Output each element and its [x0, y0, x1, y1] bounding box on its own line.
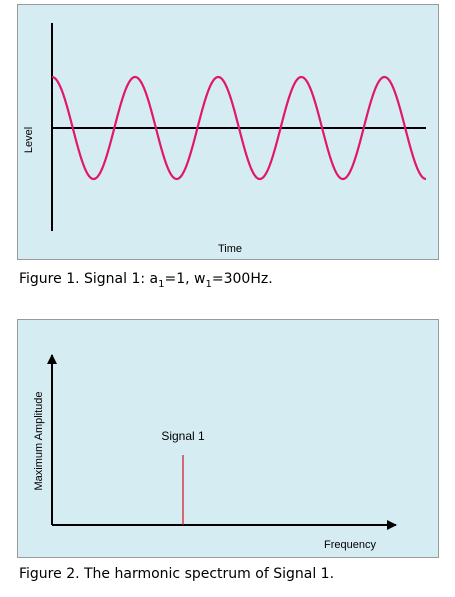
- y-axis-label: Level: [23, 127, 35, 153]
- signal-1-annotation: Signal 1: [161, 429, 205, 443]
- time-domain-chart: Level Time: [23, 23, 427, 255]
- signal-1-waveform: [51, 75, 427, 181]
- x-axis-label: Time: [218, 243, 242, 255]
- x-axis-label: Frequency: [324, 539, 376, 551]
- chart-panel-time-domain: Level Time: [17, 4, 439, 260]
- y-axis-label: Maximum Amplitude: [33, 391, 45, 490]
- spectrum-chart: Signal 1 Maximum Amplitude Frequency: [33, 354, 397, 551]
- chart-panel-spectrum: Signal 1 Maximum Amplitude Frequency: [17, 319, 439, 558]
- figure-1-caption: Figure 1. Signal 1: a1=1, w1=300Hz.: [19, 271, 273, 290]
- figure-2-caption: Figure 2. The harmonic spectrum of Signa…: [19, 566, 335, 582]
